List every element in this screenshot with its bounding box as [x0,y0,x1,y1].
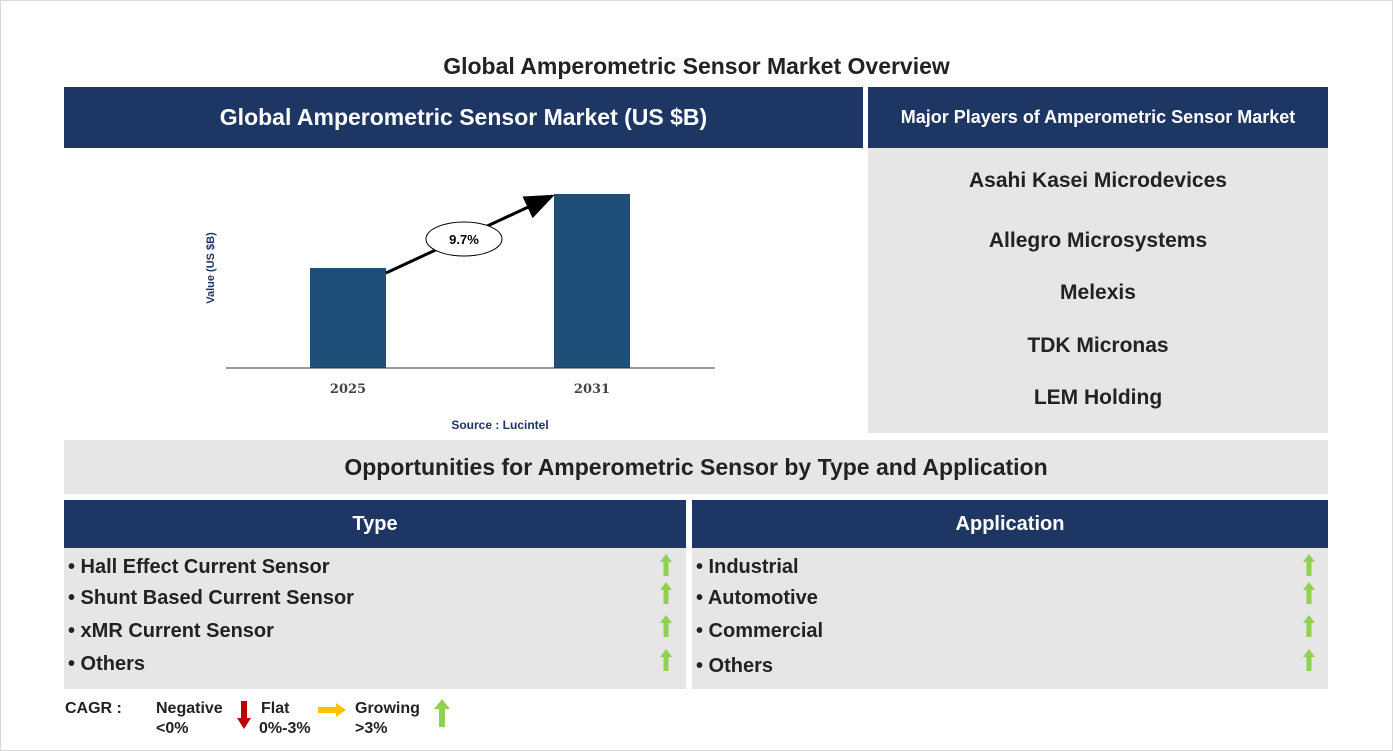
application-item: • Industrial [696,556,799,578]
player-item: LEM Holding [1033,386,1163,409]
type-item: • Others [68,653,146,675]
cagr-label: 9.7% [449,232,479,247]
growing-arrow-icon [1303,554,1315,576]
type-item: • xMR Current Sensor [68,620,274,642]
legend-negative-range: <0% [156,720,189,737]
type-header: Type [64,500,686,548]
legend-growing-label: Growing [355,700,420,717]
legend-cagr-label: CAGR : [65,700,122,717]
type-item: • Shunt Based Current Sensor [68,587,354,609]
legend-negative-label: Negative [156,700,223,717]
application-item: • Others [696,655,774,677]
bar-2025 [310,268,386,368]
y-axis-label: Value (US $B) [205,232,217,304]
growing-arrow-icon [1303,615,1315,637]
growing-arrow-icon [660,649,672,671]
chart-source: Source : Lucintel [451,418,548,432]
negative-arrow-icon [237,701,251,729]
application-panel: • Industrial • Automotive • Commercial •… [692,548,1328,689]
legend-flat-label: Flat [261,700,290,717]
growing-arrow-icon [660,615,672,637]
player-item: Allegro Microsystems [988,229,1208,252]
opportunities-header: Opportunities for Amperometric Sensor by… [64,440,1328,494]
type-item: • Hall Effect Current Sensor [68,556,330,578]
player-item: Melexis [1060,281,1136,304]
growing-arrow-icon [1303,649,1315,671]
player-item: TDK Micronas [1027,334,1169,357]
growing-arrow-icon [1303,582,1315,604]
market-chart: Value (US $B) 2025 2031 9.7% Source : Luc… [64,148,863,438]
player-item: Asahi Kasei Microdevices [969,169,1227,192]
growing-arrow-icon [434,699,450,727]
legend-flat-range: 0%-3% [259,720,311,737]
flat-arrow-icon [318,703,346,717]
application-item: • Commercial [696,620,824,642]
x-tick-label: 2025 [330,382,366,397]
chart-svg: Value (US $B) 2025 2031 9.7% Source : Luc… [205,194,715,432]
cagr-bubble [425,221,503,257]
type-panel: • Hall Effect Current Sensor • Shunt Bas… [64,548,686,689]
players-panel: Asahi Kasei Microdevices Allegro Microsy… [868,148,1328,433]
x-tick-label: 2031 [574,382,610,397]
application-header: Application [692,500,1328,548]
players-header: Major Players of Amperometric Sensor Mar… [868,87,1328,148]
page-title: Global Amperometric Sensor Market Overvi… [443,53,950,79]
bars-group: 2025 2031 [310,194,630,397]
legend-growing-range: >3% [355,720,388,737]
growing-arrow-icon [660,582,672,604]
growing-arrow-icon [660,554,672,576]
market-header: Global Amperometric Sensor Market (US $B… [64,87,863,148]
application-item: • Automotive [696,587,818,609]
bar-2031 [554,194,630,368]
